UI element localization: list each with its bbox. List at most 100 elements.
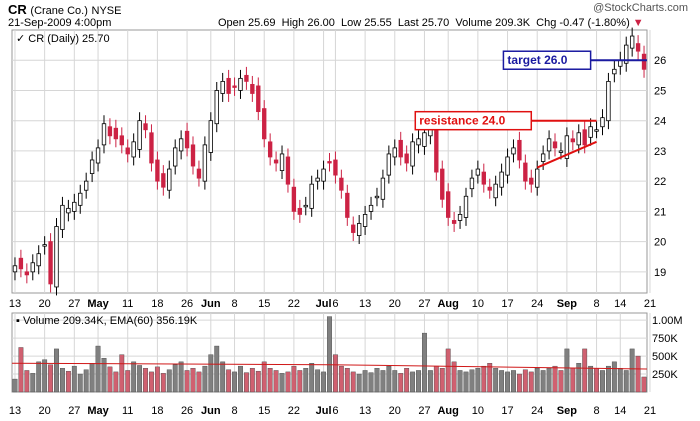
price-x-tick-label: May xyxy=(87,298,109,310)
volume-bar xyxy=(368,372,374,393)
volume-bar xyxy=(481,365,487,393)
volume-bar xyxy=(261,361,267,393)
candle-body xyxy=(309,183,314,209)
volume-bar xyxy=(214,345,220,393)
volume-bar xyxy=(77,373,83,393)
volume-bar xyxy=(309,363,315,393)
candle-body xyxy=(339,177,344,191)
price-tick-label: 21 xyxy=(654,206,666,218)
candle-body xyxy=(84,180,89,191)
candle-body xyxy=(582,129,587,146)
price-x-tick-label: 27 xyxy=(68,298,80,310)
candle-body xyxy=(327,161,332,164)
candle-body xyxy=(351,224,356,233)
price-x-tick-label: 27 xyxy=(418,298,430,310)
volume-bar xyxy=(338,365,344,393)
volume-x-tick-label: 27 xyxy=(68,405,80,417)
quote-datetime: 21-Sep-2009 4:00pm xyxy=(8,17,112,29)
candle-body xyxy=(398,139,403,158)
volume-x-tick-label: 13 xyxy=(9,405,21,417)
volume-bar xyxy=(505,371,510,393)
candle-body xyxy=(345,192,350,218)
volume-bar xyxy=(600,370,605,393)
candle-body xyxy=(178,138,184,152)
annotation-label: resistance 24.0 xyxy=(419,114,505,128)
volume-bar xyxy=(30,373,36,393)
price-x-tick-label: 13 xyxy=(9,298,21,310)
volume-bar xyxy=(439,368,445,393)
candle-body xyxy=(244,74,249,82)
volume-bar xyxy=(297,370,303,393)
volume-bar xyxy=(119,354,125,393)
volume-bar xyxy=(202,365,208,393)
candle-body xyxy=(267,141,273,158)
volume-bar xyxy=(184,370,190,393)
price-x-tick-label: 20 xyxy=(389,298,401,310)
volume-bar xyxy=(564,348,570,393)
volume-bar xyxy=(516,373,522,393)
candle-body xyxy=(356,223,362,236)
candle-body xyxy=(404,153,409,164)
candle-body xyxy=(78,192,83,206)
candle-body xyxy=(125,147,130,155)
volume-x-tick-label: 20 xyxy=(39,405,51,417)
candle-body xyxy=(143,123,148,131)
volume-bar xyxy=(475,368,481,393)
candle-body xyxy=(279,153,285,171)
candle-body xyxy=(457,214,463,221)
volume-bar xyxy=(321,371,326,393)
candle-body xyxy=(48,241,53,285)
volume-bar xyxy=(540,370,546,393)
volume-bar xyxy=(617,368,623,393)
candle-body xyxy=(167,168,172,191)
volume-x-tick-label: 21 xyxy=(644,405,656,417)
candle-body xyxy=(374,195,380,199)
candle-body xyxy=(24,271,30,276)
candle-body xyxy=(202,144,208,182)
candle-body xyxy=(499,171,504,188)
quote-low-value: 25.55 xyxy=(364,17,392,29)
company-name: (Crane Co.) xyxy=(30,5,88,17)
volume-bar xyxy=(611,361,617,393)
price-x-tick-label: 8 xyxy=(231,298,237,310)
volume-bar xyxy=(190,368,196,393)
candle-body xyxy=(119,135,124,146)
candle-body xyxy=(30,262,35,273)
support-trendline xyxy=(536,140,597,169)
volume-bar xyxy=(380,370,386,393)
candle-body xyxy=(262,108,267,140)
candle-body xyxy=(36,253,41,267)
candle-body xyxy=(161,173,166,188)
volume-bar xyxy=(422,332,427,393)
volume-bar xyxy=(558,370,564,393)
price-tick-label: 22 xyxy=(654,176,666,188)
candle-body xyxy=(362,214,368,227)
quote-low-label: Low xyxy=(340,17,362,29)
volume-bar xyxy=(327,316,332,393)
volume-x-tick-label: 26 xyxy=(181,405,193,417)
candle-body xyxy=(641,53,647,70)
price-x-tick-label: 21 xyxy=(644,298,656,310)
candle-body xyxy=(214,90,219,125)
volume-x-tick-label: Sep xyxy=(557,405,577,417)
volume-bar xyxy=(356,373,362,393)
quote-volume-label: Volume xyxy=(455,17,493,29)
price-x-tick-label: 20 xyxy=(39,298,51,310)
candle-body xyxy=(184,130,190,149)
candle-body xyxy=(250,84,255,94)
candle-body xyxy=(594,129,599,132)
price-x-tick-label: Aug xyxy=(437,298,458,310)
candle-body xyxy=(12,265,18,273)
price-x-tick-label: 22 xyxy=(288,298,300,310)
volume-x-tick-label: 15 xyxy=(258,405,270,417)
volume-bar xyxy=(226,369,232,393)
quote-volume-value: 209.3K xyxy=(495,17,531,29)
volume-x-tick-label: 6 xyxy=(332,405,338,417)
candle-body xyxy=(434,126,439,173)
volume-bar xyxy=(570,368,576,393)
volume-x-tick-label: Jul xyxy=(316,405,332,417)
volume-bar xyxy=(499,370,505,393)
candle-body xyxy=(386,153,392,176)
volume-x-tick-label: 10 xyxy=(472,405,484,417)
